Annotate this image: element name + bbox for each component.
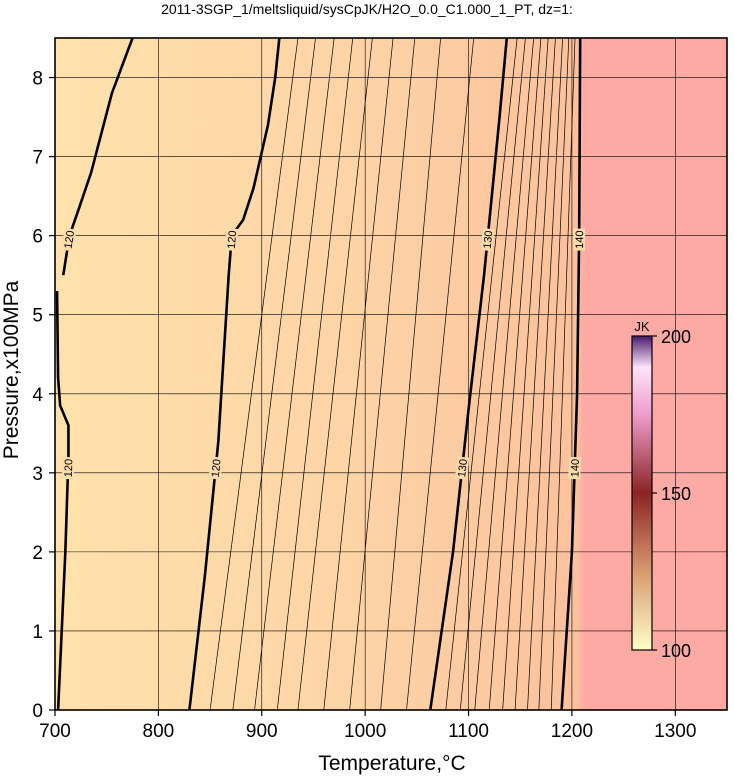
x-tick-label: 900	[246, 721, 278, 742]
contour-label-bg	[455, 456, 470, 480]
contour-line	[560, 37, 582, 711]
contour-line	[514, 37, 556, 711]
y-tick-label: 3	[32, 464, 43, 485]
contour-line	[527, 37, 563, 711]
x-tick-label: 700	[39, 721, 71, 742]
contour-line	[297, 37, 373, 711]
y-tick-label: 5	[32, 306, 43, 327]
y-tick-label: 8	[32, 69, 43, 90]
contour-line	[349, 37, 416, 711]
x-tick-label: 1300	[654, 721, 696, 742]
contour-line	[459, 37, 526, 711]
colorbar-label: JK	[634, 319, 650, 334]
colorbar	[631, 335, 653, 651]
x-tick-label: 1200	[551, 721, 593, 742]
contour-line	[188, 37, 281, 711]
plot-frame	[54, 37, 728, 711]
y-tick-label: 4	[32, 385, 43, 406]
contour-line	[232, 37, 316, 711]
x-tick-label: 1100	[448, 721, 489, 742]
contour-label: 120	[226, 230, 239, 249]
y-tick-label: 2	[32, 543, 43, 564]
contour-line	[474, 37, 535, 711]
contour-line	[380, 37, 441, 711]
contour-line	[254, 37, 335, 711]
x-tick-label: 800	[143, 721, 175, 742]
contour-label-bg	[480, 228, 495, 252]
contour-line	[550, 37, 576, 711]
y-tick-label: 0	[32, 701, 43, 722]
contour-line	[538, 37, 570, 711]
contour-line	[55, 290, 70, 711]
contour-line	[445, 37, 518, 711]
contour-label-bg	[572, 228, 586, 251]
contour-label-bg	[568, 456, 582, 480]
contour-label-bg	[224, 228, 239, 252]
y-axis-label: Pressure,x100MPa	[0, 280, 23, 459]
contour-label-bg	[61, 227, 77, 252]
contour-label: 120	[210, 458, 224, 477]
contour-line	[502, 37, 549, 711]
y-tick-label: 7	[32, 148, 43, 169]
contour-label: 140	[569, 459, 582, 478]
contour-label: 140	[574, 230, 586, 249]
plot-fill	[55, 38, 727, 710]
contour-line	[276, 37, 354, 711]
y-tick-label: 1	[32, 622, 43, 643]
x-axis-label: Temperature,°C	[318, 752, 465, 775]
contour-line	[209, 37, 299, 711]
contour-line	[406, 37, 475, 711]
y-tick-label: 6	[32, 227, 43, 248]
contour-label: 120	[62, 230, 77, 250]
contour-line	[488, 37, 542, 711]
colorbar-tick-label: 150	[661, 484, 691, 504]
colorbar-tick-label: 200	[661, 327, 691, 347]
x-tick-label: 1000	[344, 721, 386, 742]
contour-label-bg	[61, 456, 75, 480]
contour-label-bg	[208, 456, 223, 480]
chart-title: 2011-3SGP_1/meltsliquid/sysCpJK/H2O_0.0_…	[161, 1, 573, 17]
contour-label: 120	[63, 459, 76, 478]
colorbar-tick-label: 100	[661, 641, 691, 661]
contour-line	[428, 37, 509, 711]
contour-label: 130	[456, 458, 470, 478]
contour-label: 130	[482, 230, 496, 249]
contour-line	[323, 37, 394, 711]
